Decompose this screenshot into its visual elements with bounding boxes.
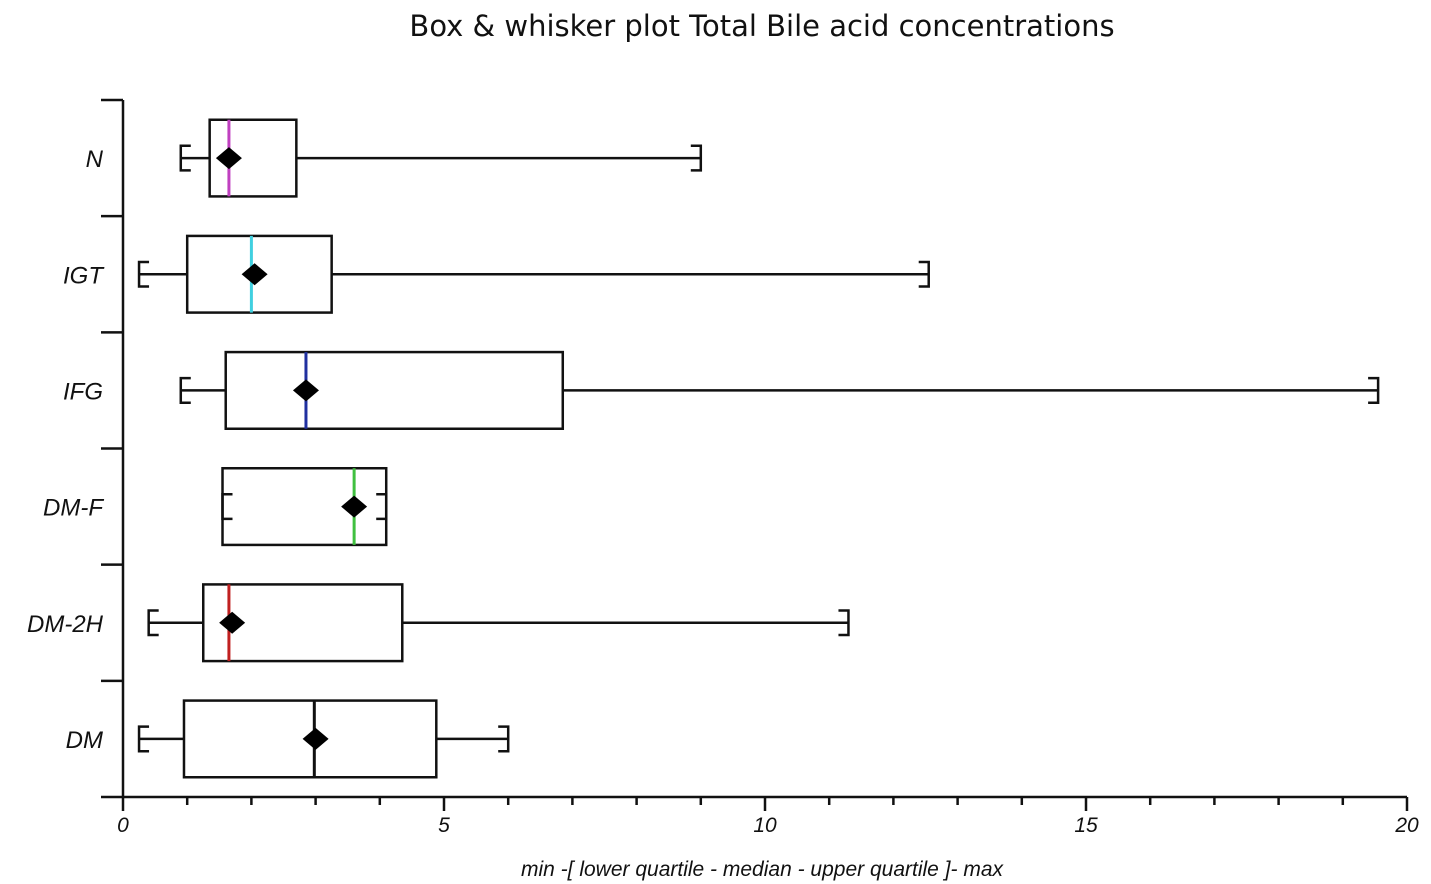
- mean-marker: [215, 147, 242, 170]
- category-label: DM: [66, 727, 103, 754]
- whisker-min-cap: [179, 144, 191, 172]
- category-label: DM-2H: [27, 611, 104, 638]
- box-dm-f: DM-F: [43, 466, 388, 547]
- box-rect: [224, 350, 565, 431]
- x-tick-label: 20: [1394, 814, 1419, 837]
- box-rect: [221, 466, 388, 547]
- box-rect: [208, 118, 298, 198]
- whisker-max-cap: [376, 493, 388, 521]
- x-tick-label: 5: [438, 814, 450, 837]
- x-tick-label: 10: [753, 814, 777, 837]
- box-n: N: [86, 118, 703, 198]
- x-tick-label: 0: [117, 814, 129, 837]
- mean-marker: [341, 495, 368, 518]
- box-dm-2h: DM-2H: [27, 583, 850, 663]
- whisker-min-cap: [137, 260, 150, 288]
- box-igt: IGT: [63, 234, 930, 314]
- whisker-min-cap: [137, 725, 150, 753]
- whisker-min-cap: [221, 493, 233, 521]
- axes: 0 5 10 15 20: [101, 98, 1419, 837]
- mean-marker: [302, 727, 329, 750]
- whisker-max-cap: [690, 144, 703, 172]
- mean-marker: [241, 263, 268, 286]
- box-dm: DM: [66, 699, 510, 779]
- whisker-max-cap: [918, 260, 930, 288]
- category-label: IFG: [63, 378, 103, 405]
- whisker-min-cap: [147, 609, 159, 637]
- boxes-group: N IGT IFG DM-F DM-2H DM: [27, 118, 1380, 779]
- category-label: DM-F: [43, 495, 104, 522]
- category-label: N: [86, 146, 104, 173]
- category-label: IGT: [63, 262, 105, 289]
- mean-marker: [219, 611, 246, 634]
- whisker-max-cap: [838, 609, 850, 637]
- chart-title: Box & whisker plot Total Bile acid conce…: [409, 9, 1114, 43]
- box-rect: [185, 234, 333, 314]
- box-rect: [202, 583, 404, 663]
- x-axis-label: min -[ lower quartile - median - upper q…: [521, 858, 1005, 881]
- box-ifg: IFG: [63, 350, 1380, 431]
- whisker-min-cap: [179, 376, 191, 404]
- box-rect: [182, 699, 438, 779]
- mean-marker: [292, 379, 319, 402]
- whisker-max-cap: [498, 725, 510, 753]
- x-tick-label: 15: [1074, 814, 1098, 837]
- whisker-max-cap: [1368, 376, 1380, 404]
